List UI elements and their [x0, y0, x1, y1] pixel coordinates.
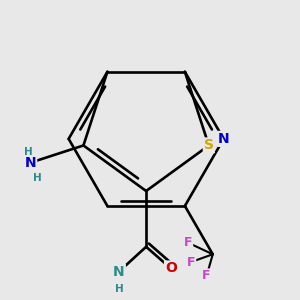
Text: H: H: [33, 173, 42, 184]
Text: O: O: [165, 262, 177, 275]
Text: N: N: [218, 132, 230, 146]
Text: F: F: [202, 269, 211, 283]
Text: S: S: [204, 139, 214, 152]
Text: F: F: [187, 256, 195, 268]
Text: F: F: [184, 236, 192, 249]
Text: N: N: [25, 156, 36, 170]
Text: H: H: [24, 147, 33, 157]
Text: N: N: [113, 265, 125, 279]
Text: H: H: [115, 284, 123, 294]
